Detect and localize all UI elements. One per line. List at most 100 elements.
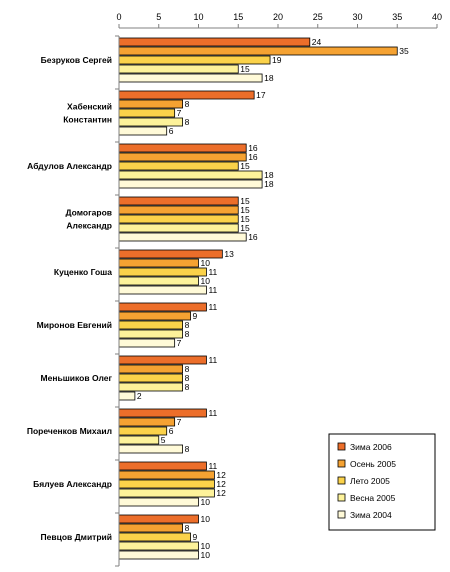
legend-label: Осень 2005 [350,459,396,469]
category-label: Безруков Сергей [41,55,112,65]
bar [118,461,207,471]
bar-value-label: 8 [185,364,190,374]
value-tick-label: 10 [193,12,203,22]
bar [118,355,207,365]
category-label: Куценко Гоша [54,267,112,277]
bar [118,205,239,215]
bar [118,523,183,533]
value-tick-label: 0 [116,12,121,22]
bar-value-label: 10 [201,276,211,286]
value-axis: 0 5 10 15 20 25 30 35 40 [116,12,442,29]
bar [118,99,183,109]
bar [118,90,255,100]
bar-value-label: 6 [169,126,174,136]
bar [118,364,183,374]
bar [118,152,247,162]
bar [118,514,199,524]
bar-value-label: 16 [248,152,258,162]
bar-value-label: 12 [216,470,226,480]
bar [118,126,168,136]
bar [118,302,207,312]
bar [118,117,183,127]
bar [118,179,263,189]
bar [118,232,247,242]
bar-value-label: 9 [193,311,198,321]
bar-value-label: 19 [272,55,282,65]
category-label: Бялуев Александр [33,479,112,489]
bar-value-label: 15 [240,64,250,74]
category-label: Миронов Евгений [37,320,112,330]
bar-value-label: 17 [256,90,266,100]
legend-swatch [337,510,346,519]
bar [118,373,183,383]
bar-value-label: 8 [185,117,190,127]
legend-label: Зима 2006 [350,442,392,452]
bar [118,311,191,321]
category-label: Меньшиков Олег [41,373,113,383]
bar [118,444,183,454]
value-tick-label: 30 [352,12,362,22]
bar-value-label: 35 [399,46,409,56]
bar-value-label: 8 [185,373,190,383]
bar-value-label: 16 [248,232,258,242]
bar [118,408,207,418]
bar [118,249,223,259]
bar-value-label: 13 [224,249,234,259]
bar-value-label: 8 [185,523,190,533]
bar-value-label: 8 [185,320,190,330]
bar [118,550,199,560]
bar [118,338,176,348]
bar-value-label: 11 [208,408,217,418]
bar-value-label: 18 [264,73,274,83]
bar-value-label: 10 [201,550,211,560]
value-tick-label: 15 [233,12,243,22]
bar [118,161,239,171]
bar-value-label: 8 [185,329,190,339]
bar [118,223,239,233]
category-label: Пореченков Михаил [27,426,112,436]
bar-value-label: 8 [185,382,190,392]
bar [118,143,247,153]
legend-swatch [337,442,346,451]
bar [118,532,191,542]
bar-value-label: 8 [185,444,190,454]
legend-label: Лето 2005 [350,476,390,486]
bar [118,267,207,277]
bar-value-label: 11 [208,355,217,365]
bar [118,391,136,401]
category-label: Абдулов Александр [27,161,112,171]
bar-value-label: 16 [248,143,258,153]
value-tick-label: 25 [313,12,323,22]
bar-value-label: 11 [208,285,217,295]
bar [118,382,183,392]
bar-value-label: 7 [177,417,182,427]
bar-value-label: 11 [208,267,217,277]
bar-value-label: 12 [216,479,226,489]
bar-value-label: 2 [137,391,142,401]
bar [118,435,160,445]
legend-swatch [337,476,346,485]
bar [118,488,215,498]
bar [118,170,263,180]
value-tick-label: 20 [273,12,283,22]
category-label: Константин [63,115,112,125]
bar [118,37,311,47]
bar-value-label: 9 [193,532,198,542]
legend-label: Зима 2004 [350,510,392,520]
bar [118,108,176,118]
bar-value-label: 7 [177,338,182,348]
bar [118,73,263,83]
bar-value-label: 10 [201,541,211,551]
bar [118,276,199,286]
bar-value-label: 18 [264,170,274,180]
bar-value-label: 15 [240,214,250,224]
bar [118,426,168,436]
bar-value-label: 10 [201,514,211,524]
bar-value-label: 10 [201,497,211,507]
bar [118,285,207,295]
bar-value-label: 12 [216,488,226,498]
bar-value-label: 6 [169,426,174,436]
legend: Зима 2006 Осень 2005 Лето 2005 Весна 2005 Зи… [328,433,436,531]
bar [118,196,239,206]
bar-value-label: 11 [208,461,217,471]
